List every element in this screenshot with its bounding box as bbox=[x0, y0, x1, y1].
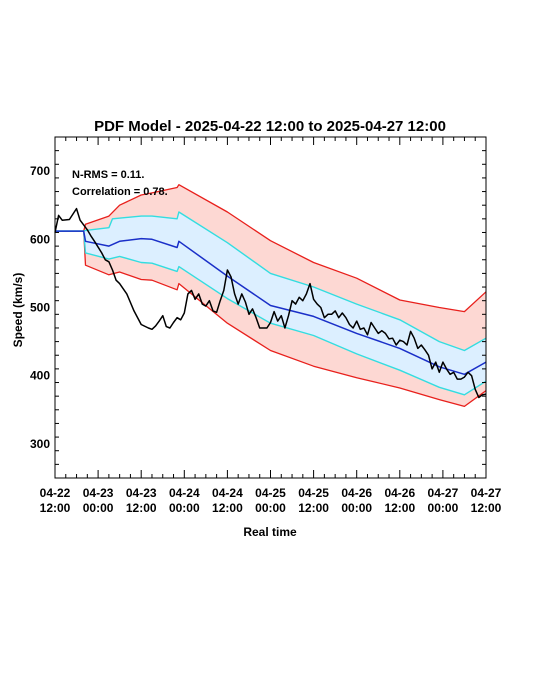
x-tick-label-time: 12:00 bbox=[384, 501, 415, 515]
x-tick-label-time: 12:00 bbox=[126, 501, 157, 515]
y-tick-label: 500 bbox=[30, 301, 50, 315]
plot-area bbox=[54, 184, 487, 408]
y-tick-label: 600 bbox=[30, 232, 50, 246]
nrms-annotation: N-RMS = 0.11. bbox=[72, 169, 144, 181]
x-tick-label-date: 04-26 bbox=[384, 486, 415, 500]
x-tick-label-time: 00:00 bbox=[83, 501, 114, 515]
x-tick-label-date: 04-25 bbox=[298, 486, 329, 500]
model-line bbox=[55, 230, 487, 376]
x-axis-label: Real time bbox=[243, 525, 297, 539]
x-tick-label-time: 00:00 bbox=[341, 501, 372, 515]
x-tick-label-date: 04-27 bbox=[428, 486, 459, 500]
x-tick-label-date: 04-23 bbox=[126, 486, 157, 500]
axis-ticks: 04-2212:0004-2300:0004-2312:0004-2400:00… bbox=[30, 136, 502, 515]
x-tick-label-date: 04-25 bbox=[255, 486, 286, 500]
observed-line bbox=[54, 207, 487, 399]
x-tick-label-date: 04-23 bbox=[83, 486, 114, 500]
x-tick-label-date: 04-24 bbox=[212, 486, 243, 500]
x-tick-label-date: 04-27 bbox=[471, 486, 502, 500]
x-tick-label-time: 00:00 bbox=[428, 501, 459, 515]
y-axis-label: Speed (km/s) bbox=[11, 273, 25, 348]
y-tick-label: 300 bbox=[30, 437, 50, 451]
x-tick-label-time: 12:00 bbox=[40, 501, 71, 515]
outer-lower-line bbox=[55, 230, 487, 408]
x-tick-label-time: 12:00 bbox=[471, 501, 502, 515]
x-tick-label-time: 12:00 bbox=[212, 501, 243, 515]
x-tick-label-time: 00:00 bbox=[169, 501, 200, 515]
x-tick-label-time: 12:00 bbox=[298, 501, 329, 515]
inner-lower-line bbox=[55, 230, 487, 396]
outer-upper-line bbox=[55, 184, 487, 313]
y-tick-label: 700 bbox=[30, 164, 50, 178]
chart-title: PDF Model - 2025-04-22 12:00 to 2025-04-… bbox=[94, 118, 446, 135]
x-tick-label-date: 04-24 bbox=[169, 486, 200, 500]
x-tick-label-date: 04-22 bbox=[40, 486, 71, 500]
x-tick-label-time: 00:00 bbox=[255, 501, 286, 515]
y-tick-label: 400 bbox=[30, 369, 50, 383]
inner-band-fill bbox=[55, 212, 486, 395]
x-tick-label-date: 04-26 bbox=[341, 486, 372, 500]
correlation-annotation: Correlation = 0.78. bbox=[72, 186, 168, 198]
inner-upper-line bbox=[55, 211, 487, 352]
